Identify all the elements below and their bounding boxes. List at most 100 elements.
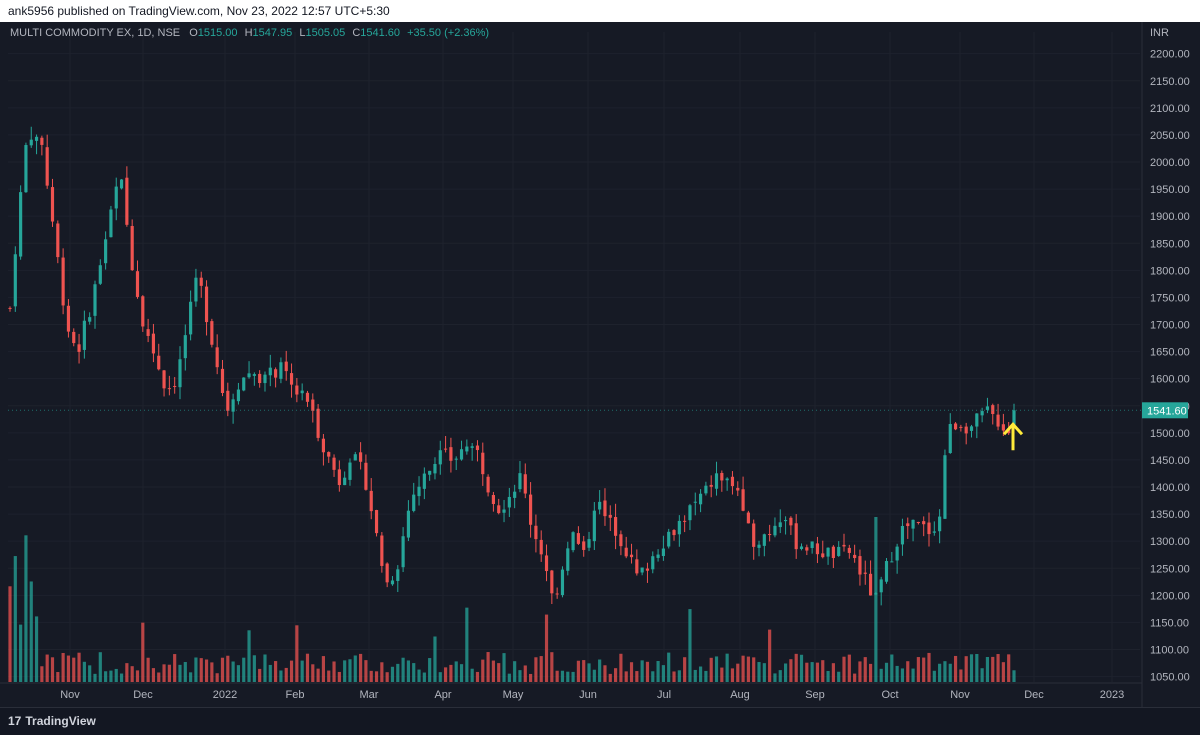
candle-body <box>374 510 379 534</box>
x-tick-label: Dec <box>1024 689 1044 701</box>
candle-body <box>815 543 820 555</box>
x-tick-label: 2023 <box>1100 689 1124 701</box>
volume-bar <box>284 667 288 682</box>
candle-body <box>752 523 756 547</box>
volume-bar <box>380 662 384 682</box>
volume-bar <box>327 670 331 682</box>
candle-body <box>72 331 76 344</box>
y-tick-label: 2150.00 <box>1150 76 1190 88</box>
volume-bar <box>428 658 432 682</box>
volume-bar <box>539 656 543 682</box>
candle-body <box>316 408 320 438</box>
candle-body <box>529 494 533 525</box>
volume-bar <box>162 664 166 682</box>
volume-bar <box>242 657 246 682</box>
volume-bar <box>614 668 618 682</box>
volume-bar <box>236 665 241 682</box>
price-chart[interactable]: INR 1050.00 1100.00 1150.00 1200.00 1250.00 13… <box>0 22 1200 707</box>
volume-bar <box>762 663 766 682</box>
candle-body <box>449 447 453 461</box>
candle-body <box>454 458 458 460</box>
x-tick-label: Aug <box>730 689 750 701</box>
volume-bar <box>77 652 81 682</box>
y-tick-label: 1650.00 <box>1150 347 1190 359</box>
candle-body <box>879 579 883 593</box>
volume-bar <box>821 660 825 682</box>
volume-bar <box>661 665 665 682</box>
candle-body <box>619 534 623 547</box>
volume-bar <box>1012 670 1016 682</box>
volume-bar <box>141 622 145 682</box>
volume-bar <box>34 616 39 682</box>
candle-body <box>890 561 894 563</box>
volume-bar <box>98 652 102 682</box>
volume-bar <box>19 624 23 682</box>
volume-bar <box>412 663 416 682</box>
chart-area[interactable]: INR 1050.00 1100.00 1150.00 1200.00 1250.00 13… <box>0 22 1200 707</box>
candle-body <box>61 257 65 306</box>
volume-bar <box>8 586 12 682</box>
candle-body <box>842 544 846 547</box>
ohlc-legend: MULTI COMMODITY EX, 1D, NSE O1515.00 H15… <box>10 27 493 39</box>
volume-bar <box>768 629 772 682</box>
volume-bar <box>348 659 352 682</box>
volume-bar <box>199 658 203 682</box>
volume-bar <box>56 672 60 682</box>
volume-bar <box>374 671 379 682</box>
volume-bar <box>895 665 899 682</box>
candle-body <box>980 411 984 416</box>
volume-bar <box>343 660 347 682</box>
volume-bar <box>529 673 533 682</box>
candle-body <box>141 296 145 327</box>
volume-bar <box>481 659 485 682</box>
candle-body <box>311 399 315 411</box>
volume-bar <box>619 653 623 682</box>
candle-body <box>868 573 873 596</box>
volume-bar <box>720 667 724 682</box>
volume-bar <box>337 671 341 682</box>
volume-bar <box>274 661 278 682</box>
candle-body <box>98 265 102 284</box>
published-header: ank5956 published on TradingView.com, No… <box>0 0 1200 22</box>
candle-body <box>964 426 968 434</box>
candle-body <box>853 554 857 559</box>
candle-body <box>555 593 559 595</box>
volume-bar <box>698 666 703 682</box>
candle-body <box>704 485 708 494</box>
candle-body <box>900 525 905 545</box>
candle-body <box>56 223 60 258</box>
brand-label: TradingView <box>25 714 96 728</box>
tradingview-logo[interactable]: 17 TradingView <box>8 714 96 728</box>
candle-body <box>114 186 118 209</box>
candle-body <box>390 580 395 585</box>
candle-body <box>242 377 246 391</box>
volume-bar <box>810 662 814 682</box>
candle-body <box>8 307 12 309</box>
volume-bar <box>916 657 920 682</box>
x-tick-label: 2022 <box>213 689 237 701</box>
candle-body <box>932 531 936 533</box>
candle-body <box>194 277 198 302</box>
volume-bar <box>884 662 889 682</box>
candle-body <box>178 359 182 388</box>
candle-body <box>263 374 267 384</box>
candle-body <box>698 493 703 505</box>
y-tick-label: 2000.00 <box>1150 157 1190 169</box>
candle-body <box>629 554 634 558</box>
candle-body <box>677 520 681 535</box>
volume-bar <box>321 656 326 682</box>
candle-body <box>582 541 586 550</box>
candle-body <box>539 539 543 555</box>
volume-bar <box>438 672 442 682</box>
volume-bar <box>72 657 76 682</box>
volume-bar <box>783 663 788 682</box>
volume-bar <box>417 669 421 682</box>
candle-body <box>969 426 974 431</box>
volume-bar <box>502 653 506 682</box>
volume-bar <box>550 652 554 682</box>
volume-bar <box>470 668 474 682</box>
candle-body <box>789 517 793 526</box>
candle-body <box>826 547 830 557</box>
volume-bar <box>826 670 830 682</box>
candle-body <box>645 568 650 571</box>
